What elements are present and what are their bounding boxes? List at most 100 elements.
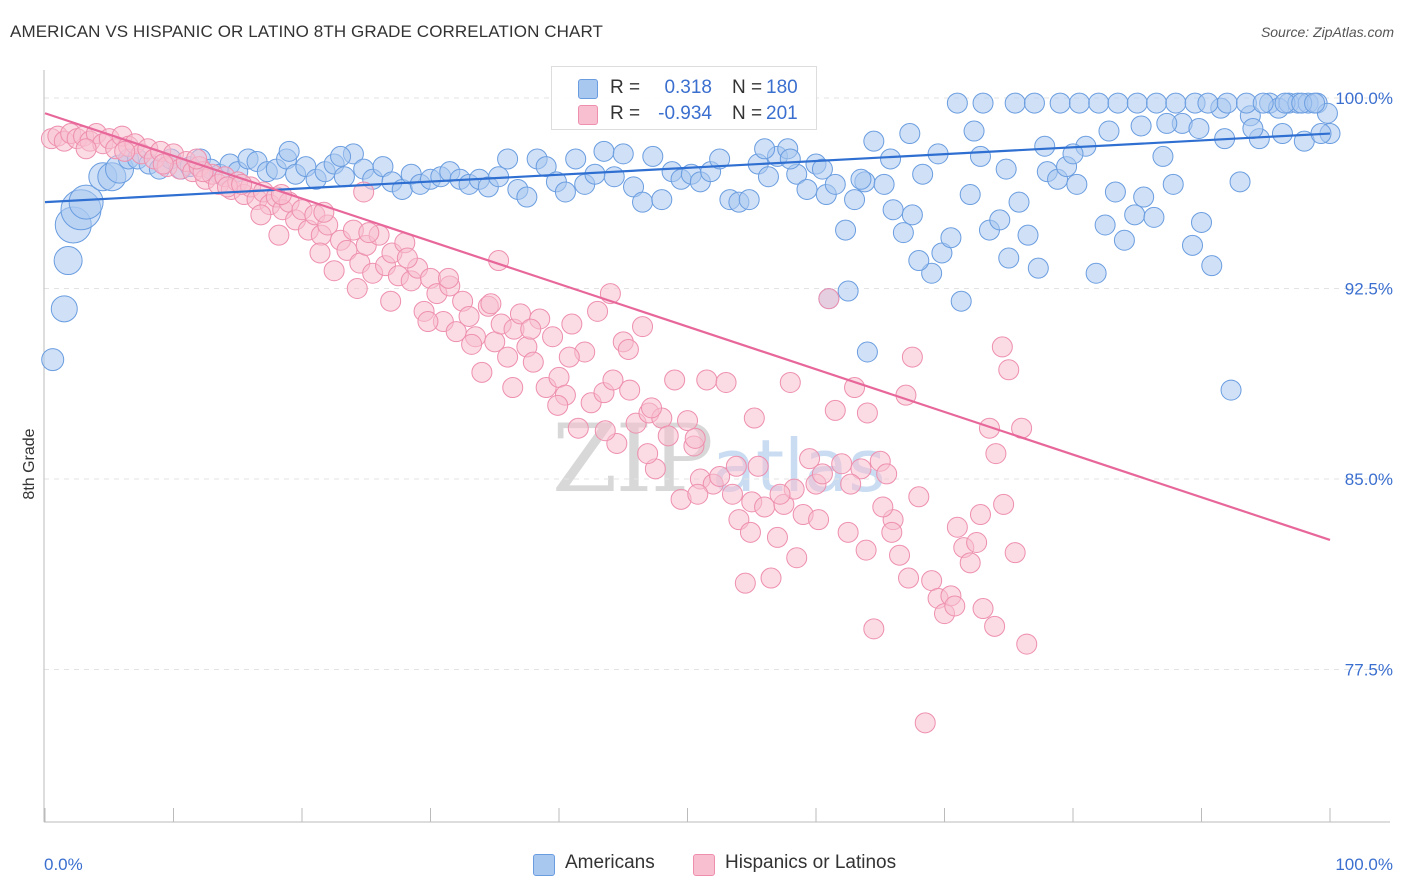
data-point	[837, 280, 859, 302]
data-point	[876, 463, 898, 485]
americans-swatch	[578, 79, 598, 99]
data-point	[1107, 92, 1129, 114]
data-point	[993, 493, 1015, 515]
data-point	[709, 465, 731, 487]
n-label: N =	[732, 77, 763, 98]
data-point	[1191, 211, 1212, 233]
data-point	[53, 246, 83, 276]
data-point	[824, 173, 846, 195]
chart-title: AMERICAN VS HISPANIC OR LATINO 8TH GRADE…	[10, 22, 604, 41]
data-point	[856, 402, 878, 424]
x-tick-label: 100.0%	[1335, 855, 1393, 874]
data-point	[912, 163, 934, 185]
x-tick-label: 0.0%	[44, 855, 83, 874]
data-point	[1008, 191, 1030, 213]
data-point	[1156, 112, 1178, 134]
data-point	[1188, 117, 1210, 139]
data-point	[603, 166, 625, 188]
data-point	[41, 348, 65, 372]
data-point	[881, 521, 903, 543]
data-point	[1023, 92, 1045, 114]
data-point	[1220, 379, 1242, 401]
data-point	[1088, 92, 1110, 114]
data-point	[844, 189, 866, 211]
data-point	[1304, 92, 1326, 114]
data-point	[1143, 206, 1165, 228]
data-point	[651, 189, 673, 211]
data-point	[554, 181, 576, 203]
data-point	[516, 186, 538, 208]
data-point	[696, 369, 718, 391]
data-point	[471, 361, 493, 383]
data-point	[880, 148, 902, 170]
data-point	[1216, 92, 1238, 114]
data-point	[856, 341, 878, 363]
data-point	[855, 539, 877, 561]
data-point	[1146, 92, 1168, 114]
data-point	[1094, 214, 1116, 236]
data-point	[535, 156, 557, 178]
data-point	[872, 496, 894, 518]
data-point	[995, 158, 1017, 180]
data-point	[1034, 135, 1056, 157]
data-point	[1152, 145, 1174, 167]
data-point	[969, 145, 991, 167]
data-point	[396, 247, 418, 269]
data-point	[946, 92, 968, 114]
data-point	[619, 379, 641, 401]
data-point	[548, 366, 570, 388]
data-point	[50, 295, 78, 323]
data-point	[734, 572, 756, 594]
data-point	[1004, 542, 1026, 564]
data-point	[899, 123, 921, 145]
data-point	[1165, 92, 1187, 114]
data-point	[1027, 257, 1049, 279]
data-point	[738, 189, 760, 211]
data-point	[978, 417, 1000, 439]
data-point	[632, 191, 654, 213]
data-point	[1124, 204, 1146, 226]
data-point	[336, 239, 358, 261]
data-point	[657, 425, 679, 447]
data-point	[835, 219, 857, 241]
data-point	[901, 204, 923, 226]
data-point	[1049, 92, 1071, 114]
data-point	[998, 247, 1020, 269]
data-point	[632, 316, 654, 338]
data-point	[950, 290, 972, 312]
data-point	[786, 547, 808, 569]
data-point	[743, 407, 765, 429]
series-hispanics	[40, 123, 1038, 734]
data-point	[561, 313, 583, 335]
data-point	[898, 567, 920, 589]
data-point	[769, 483, 791, 505]
legend-label: Hispanics or Latinos	[725, 852, 897, 873]
data-point	[901, 346, 923, 368]
data-point	[520, 318, 542, 340]
data-point	[445, 321, 467, 343]
data-point	[497, 346, 519, 368]
data-point	[1229, 171, 1251, 193]
data-point	[721, 483, 743, 505]
data-point	[799, 448, 821, 470]
r-value: 0.318	[664, 77, 712, 98]
data-point	[593, 140, 615, 162]
data-point	[1068, 92, 1090, 114]
data-point	[811, 463, 833, 485]
data-point	[547, 394, 569, 416]
chart-source: Source: ZipAtlas.com	[1260, 24, 1394, 40]
data-point	[1113, 229, 1135, 251]
data-point	[480, 293, 502, 315]
data-point	[972, 92, 994, 114]
data-point	[594, 420, 616, 442]
data-point	[417, 311, 439, 333]
data-point	[863, 130, 885, 152]
data-point	[1182, 234, 1204, 256]
axes	[43, 70, 1390, 823]
r-label: R =	[610, 77, 641, 98]
data-point	[309, 242, 331, 264]
data-point	[677, 410, 698, 432]
data-point	[715, 371, 737, 393]
n-label: N =	[732, 103, 763, 124]
